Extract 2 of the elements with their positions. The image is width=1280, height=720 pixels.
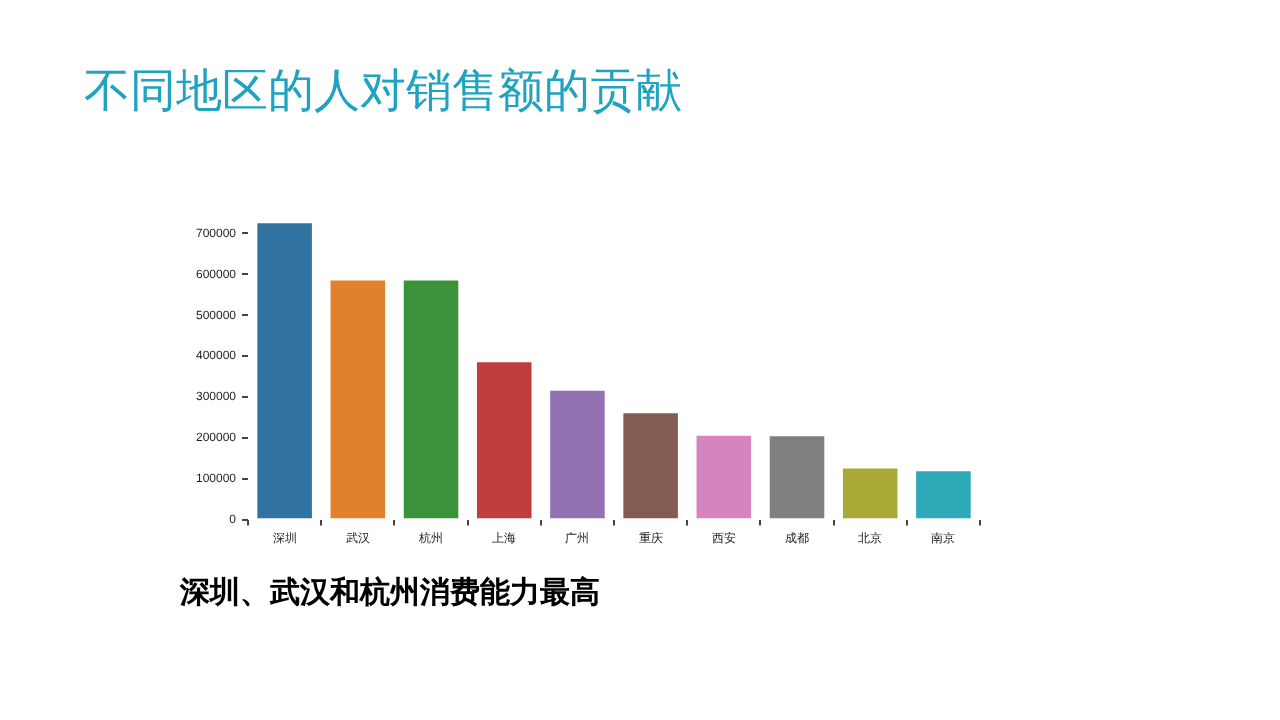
chart-title: 不同地区的人对销售额的贡献 — [84, 64, 682, 122]
text: 深圳、武汉和杭州消费能力最高 — [180, 574, 600, 612]
